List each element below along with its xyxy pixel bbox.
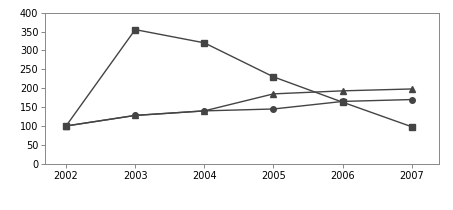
DJ Trans [409, 88, 414, 90]
Line: S&P 500: S&P 500 [63, 97, 414, 129]
S&P 500 [63, 125, 69, 127]
S&P 500 [202, 110, 207, 112]
S&P 500 [132, 114, 138, 117]
Wabash [63, 125, 69, 127]
DJ Trans [340, 90, 345, 92]
Wabash [340, 101, 345, 104]
DJ Trans [202, 110, 207, 112]
Line: Wabash: Wabash [63, 27, 414, 130]
S&P 500 [409, 98, 414, 101]
S&P 500 [340, 100, 345, 103]
S&P 500 [271, 108, 276, 110]
DJ Trans [132, 114, 138, 117]
Wabash [202, 42, 207, 44]
DJ Trans [63, 125, 69, 127]
Wabash [271, 76, 276, 78]
DJ Trans [271, 93, 276, 95]
Line: DJ Trans: DJ Trans [63, 86, 414, 129]
Wabash [409, 126, 414, 128]
Wabash [132, 28, 138, 31]
